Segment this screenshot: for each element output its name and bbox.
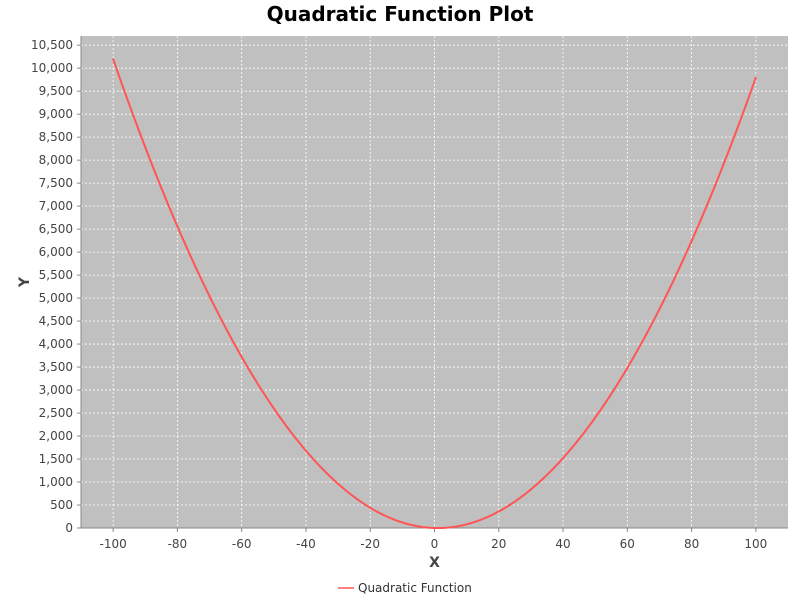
data-point	[144, 146, 147, 149]
legend-label: Quadratic Function	[358, 581, 472, 595]
y-tick-label: 10,000	[31, 61, 73, 75]
data-point	[401, 521, 404, 524]
x-tick-label: -20	[360, 537, 380, 551]
chart-title: Quadratic Function Plot	[266, 2, 534, 26]
y-tick-label: 1,500	[39, 452, 73, 466]
y-tick-label: 500	[50, 498, 73, 512]
data-point	[722, 163, 725, 165]
data-point	[530, 488, 532, 491]
y-tick-label: 1,000	[39, 475, 73, 489]
data-point	[112, 58, 114, 60]
y-tick-label: 3,000	[39, 383, 73, 397]
y-tick-label: 4,000	[39, 337, 73, 351]
x-tick-label: 0	[431, 537, 439, 551]
data-point	[240, 356, 243, 358]
data-point	[208, 295, 211, 298]
x-tick-label: 40	[555, 537, 570, 551]
x-tick-label: 100	[744, 537, 767, 551]
data-point	[369, 506, 372, 509]
y-tick-label: 5,500	[39, 268, 73, 282]
x-axis-label: X	[429, 555, 440, 571]
y-tick-label: 0	[65, 521, 73, 535]
data-point	[337, 483, 339, 485]
x-tick-label: -40	[296, 537, 316, 551]
y-tick-label: 6,500	[39, 222, 73, 236]
y-tick-label: 4,500	[39, 314, 73, 328]
y-tick-label: 2,500	[39, 406, 73, 420]
x-tick-label: -80	[168, 537, 188, 551]
grid-lines	[81, 36, 788, 529]
x-tick-label: -60	[232, 537, 252, 551]
data-point	[176, 225, 179, 228]
y-tick-label: 9,500	[39, 84, 73, 98]
x-tick-label: -100	[100, 537, 127, 551]
series-layer	[112, 58, 757, 530]
data-point	[594, 416, 596, 419]
y-tick-label: 10,500	[31, 38, 73, 52]
data-point	[305, 449, 307, 452]
y-tick-label: 7,500	[39, 176, 73, 190]
data-point	[562, 457, 564, 459]
data-point	[273, 407, 275, 410]
data-point	[755, 76, 757, 79]
data-point	[465, 523, 468, 526]
y-tick-label: 9,000	[39, 107, 73, 121]
y-tick-label: 6,000	[39, 245, 73, 259]
data-point	[690, 240, 693, 242]
y-axis-label: Y	[17, 276, 33, 288]
data-point	[433, 527, 436, 529]
data-point	[497, 510, 500, 513]
y-tick-label: 8,000	[39, 153, 73, 167]
x-tick-label: 20	[491, 537, 506, 551]
data-point	[658, 308, 661, 310]
y-tick-label: 5,000	[39, 291, 73, 305]
y-tick-label: 2,000	[39, 429, 73, 443]
y-tick-label: 7,000	[39, 199, 73, 213]
axes: -100 -80 -60 -40 -20 0 20 40 60 80 100 0 500 1,000 1,5…	[31, 36, 788, 551]
legend: Quadratic Function	[338, 581, 472, 595]
y-tick-label: 3,500	[39, 360, 73, 374]
x-tick-label: 80	[684, 537, 699, 551]
data-point	[626, 367, 629, 369]
y-tick-label: 8,500	[39, 130, 73, 144]
x-tick-label: 60	[620, 537, 635, 551]
